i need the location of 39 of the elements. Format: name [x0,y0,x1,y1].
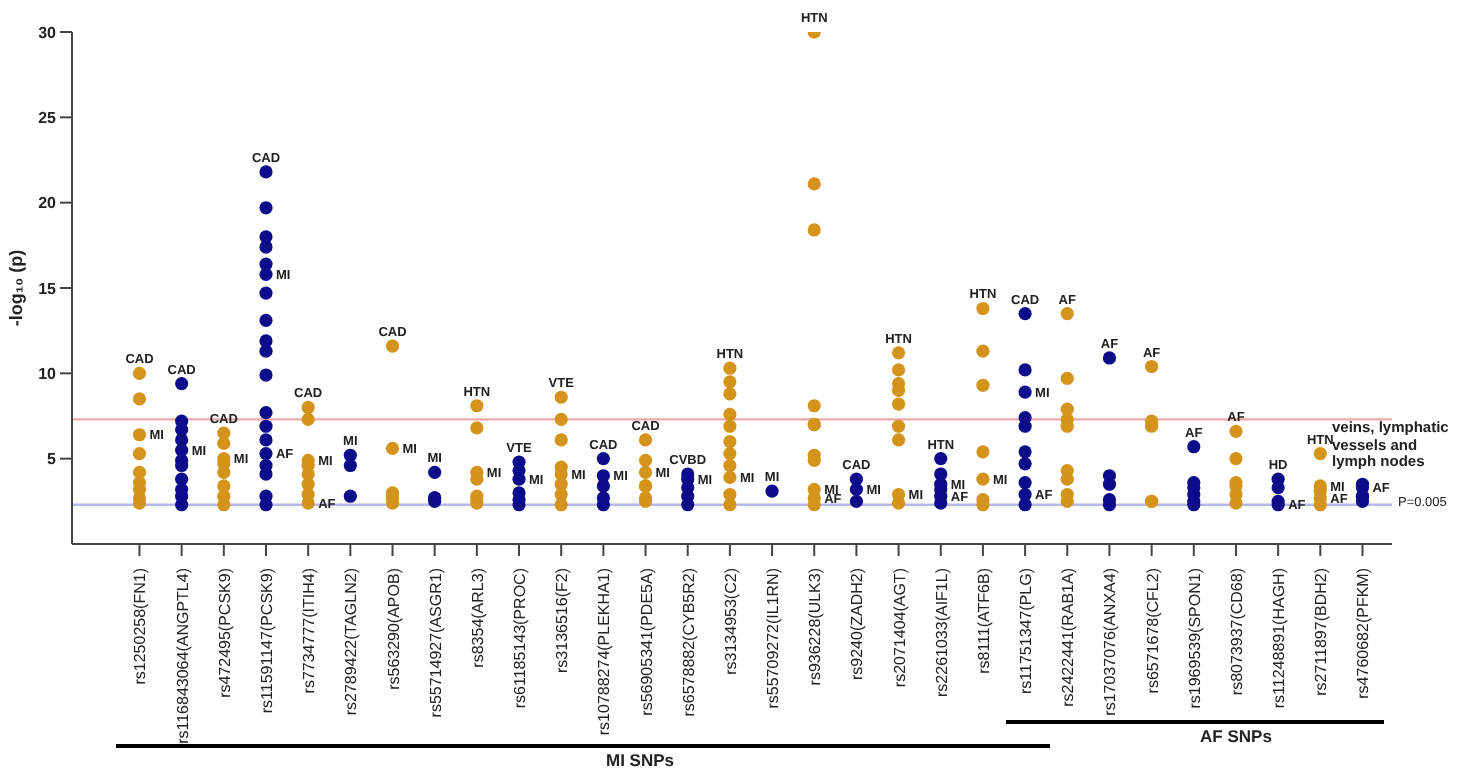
y-tick-label: 5 [47,450,58,469]
x-tick-label: rs56905341(PDE5A) [637,567,656,716]
text: AF SNPs [1198,726,1274,748]
x-tick-label: rs472495(PCSK9) [215,567,234,698]
x-tick-label: rs936228(ULK3) [806,567,825,686]
x-tick-label: rs1969539(SPON1) [1185,567,1204,709]
y-tick-label: 30 [38,23,58,42]
x-tick-label: rs11591147(PCSK9) [257,567,276,714]
x-tick-label: rs61185143(PROC) [511,567,530,709]
x-tick-label: rs2071404(AGT) [890,567,909,688]
x-tick-label: rs3136516(F2) [553,567,572,673]
x-tick-label: rs55714927(ASGR1) [426,567,445,718]
x-tick-label: rs55709272(IL1RN) [764,567,783,709]
x-tick-label: rs4760682(PFKM) [1354,567,1373,699]
x-tick-label: rs11751347(PLG) [1017,567,1036,694]
x-tick-label: rs1250258(FN1) [131,567,150,685]
x-tick-label: rs116843064(ANGPTL4) [173,567,192,744]
x-tick-label: rs2261033(AIF1L) [932,567,951,697]
text: MI SNPs [603,750,676,772]
y-tick-label: 15 [38,279,58,298]
y-axis-title: -log₁₀ (p) [6,249,26,327]
x-tick-label: rs17037076(ANXA4) [1101,567,1120,716]
x-tick-label: rs563290(APOB) [384,567,403,690]
x-tick-label: rs6578882(CYB5R2) [679,567,698,717]
x-tick-label: rs7734777(ITIH4) [300,567,319,694]
x-tick-label: rs8073937(CD68) [1227,567,1246,696]
y-tick-label: 25 [38,109,58,128]
x-tick-label: rs9240(ZADH2) [848,567,867,681]
x-tick-label: rs2422441(RAB1A) [1059,567,1078,707]
x-tick-label: rs10788274(PLEKHA1) [595,567,614,736]
y-tick-label: 10 [38,365,58,384]
x-tick-label: rs2789422(TAGLN2) [342,567,361,716]
x-tick-label: rs11248891(HAGH) [1270,567,1289,709]
x-tick-label: rs8111(ATF6B) [974,567,993,674]
x-tick-label: rs6571678(CFL2) [1143,567,1162,694]
x-tick-label: rs2711897(BDH2) [1312,567,1331,696]
y-tick-label: 20 [38,194,58,213]
x-tick-label: rs8354(ARL3) [468,567,487,668]
x-tick-label: rs3134953(C2) [721,567,740,675]
